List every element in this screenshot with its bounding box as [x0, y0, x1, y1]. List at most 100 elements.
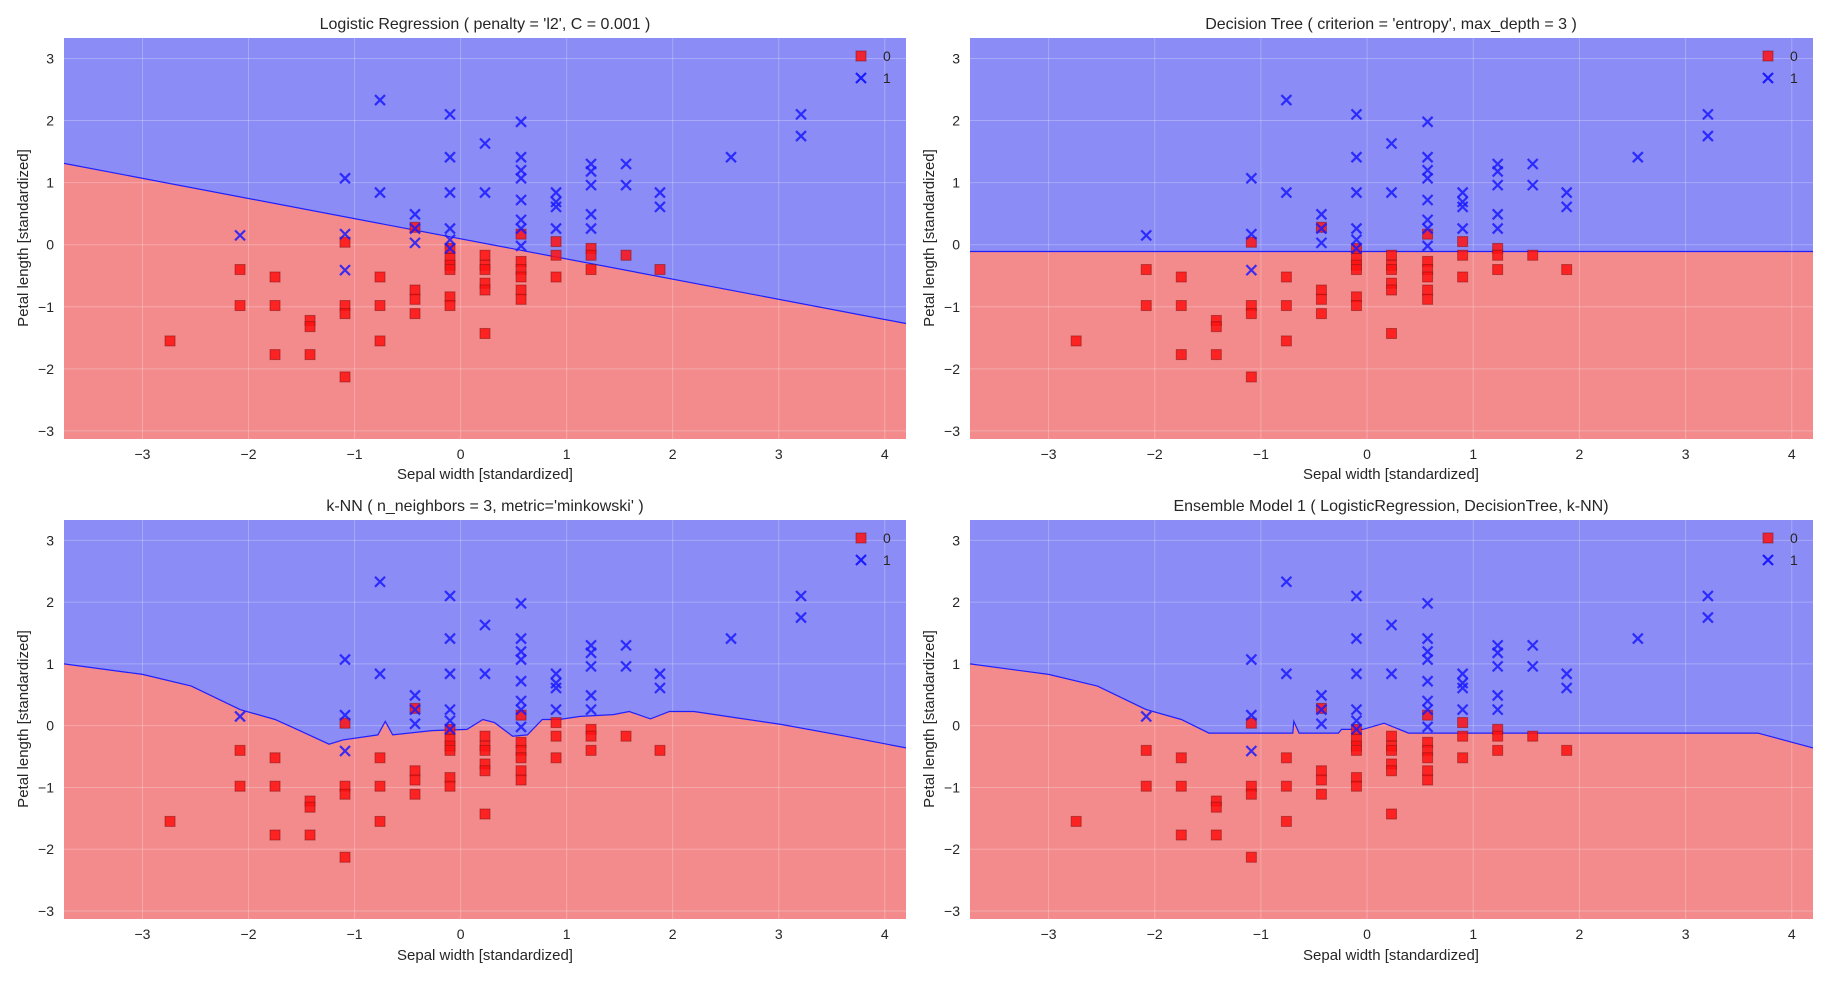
- data-point-class-0: [269, 752, 281, 764]
- data-point-class-1: [1421, 222, 1434, 235]
- data-point-class-1: [515, 653, 527, 666]
- data-point-class-0: [374, 271, 386, 283]
- y-tick-label: 2: [46, 113, 54, 129]
- data-point-class-1: [339, 264, 351, 276]
- data-point-class-1: [1421, 703, 1434, 716]
- x-axis-label: Sepal width [standardized]: [397, 466, 573, 483]
- data-point-class-0: [1350, 300, 1362, 312]
- legend-marker-class-0: [1762, 532, 1774, 544]
- data-point-class-0: [1140, 780, 1152, 792]
- x-tick-label: −2: [1147, 926, 1163, 942]
- data-point-class-1: [1280, 186, 1293, 199]
- data-point-class-1: [374, 668, 386, 680]
- data-point-class-0: [1422, 293, 1434, 305]
- data-point-class-0: [1210, 321, 1222, 333]
- data-point-class-1: [1526, 158, 1539, 170]
- data-point-class-0: [409, 284, 421, 296]
- data-point-class-0: [409, 765, 421, 777]
- x-tick-label: 2: [669, 926, 677, 942]
- data-point-class-1: [585, 660, 597, 673]
- data-point-class-1: [795, 130, 807, 142]
- data-point-class-1: [1421, 151, 1434, 163]
- data-point-class-0: [269, 349, 281, 361]
- y-tick-label: 0: [46, 237, 54, 253]
- data-point-class-1: [444, 222, 456, 235]
- decision-region-class-0: [64, 163, 906, 439]
- data-point-class-0: [1457, 717, 1469, 729]
- data-point-class-0: [1386, 264, 1397, 276]
- decision-boundary-line: [63, 663, 907, 749]
- x-axis-label: Sepal width [standardized]: [397, 947, 573, 964]
- data-point-class-1: [550, 668, 562, 680]
- data-point-class-1: [1245, 228, 1258, 240]
- data-point-class-1: [585, 208, 597, 221]
- data-point-class-0: [479, 327, 491, 339]
- y-tick-label: 3: [46, 50, 54, 66]
- y-tick-label: −3: [38, 903, 54, 919]
- data-point-class-0: [550, 271, 562, 283]
- data-point-class-0: [1422, 284, 1434, 296]
- data-point-class-0: [1422, 271, 1434, 283]
- data-point-class-0: [269, 300, 281, 312]
- data-point-class-1: [620, 639, 632, 652]
- data-point-class-1: [1245, 653, 1258, 666]
- y-tick-label: −3: [38, 423, 54, 439]
- data-point-class-1: [620, 158, 632, 170]
- data-point-class-0: [234, 300, 246, 312]
- x-tick-label: 1: [1469, 926, 1477, 942]
- data-point-class-0: [1386, 327, 1397, 339]
- data-point-class-0: [479, 284, 491, 296]
- data-point-class-1: [444, 151, 456, 163]
- x-tick-label: 1: [1469, 446, 1477, 462]
- data-point-class-0: [444, 744, 456, 756]
- data-point-class-0: [479, 765, 491, 777]
- data-point-class-0: [585, 744, 597, 756]
- y-tick-label: −3: [944, 903, 960, 919]
- x-tick-label: 4: [1788, 446, 1796, 462]
- data-point-class-1: [1245, 745, 1258, 757]
- data-point-class-1: [1385, 137, 1398, 150]
- data-point-class-1: [374, 94, 386, 106]
- x-tick-label: −3: [1041, 446, 1057, 462]
- data-point-class-0: [374, 300, 386, 312]
- data-point-class-1: [444, 703, 456, 716]
- data-point-class-1: [1385, 186, 1398, 199]
- data-point-class-1: [550, 196, 562, 208]
- data-point-class-0: [339, 851, 351, 863]
- data-point-class-0: [1350, 744, 1362, 756]
- data-point-class-0: [1561, 744, 1573, 756]
- data-point-class-0: [374, 335, 386, 347]
- data-point-class-1: [1315, 718, 1328, 730]
- data-point-class-1: [1456, 201, 1469, 213]
- data-point-class-1: [1315, 222, 1328, 235]
- data-point-class-0: [550, 752, 562, 764]
- data-point-class-1: [795, 108, 807, 121]
- x-tick-label: 3: [775, 926, 783, 942]
- y-tick-label: −2: [38, 361, 54, 377]
- data-point-class-0: [1386, 765, 1397, 777]
- data-point-class-1: [620, 660, 632, 673]
- data-point-class-1: [1350, 714, 1363, 727]
- y-axis-label: Petal length [standardized]: [921, 149, 938, 327]
- data-point-class-1: [515, 675, 527, 687]
- data-point-class-0: [1175, 780, 1187, 792]
- legend-label-class-1: 1: [883, 552, 891, 568]
- data-point-class-1: [1456, 677, 1469, 689]
- data-point-class-1: [1491, 222, 1504, 235]
- x-tick-label: 2: [669, 446, 677, 462]
- data-point-class-0: [585, 264, 597, 276]
- data-point-class-1: [234, 710, 246, 723]
- legend-marker-class-1: [855, 72, 867, 84]
- data-point-class-1: [1702, 590, 1714, 602]
- data-point-class-1: [1421, 653, 1434, 666]
- data-point-class-0: [1140, 744, 1152, 756]
- data-point-class-0: [1561, 264, 1573, 276]
- decision-region-class-0: [970, 251, 1813, 439]
- data-point-class-0: [1245, 236, 1257, 248]
- data-point-class-0: [1492, 744, 1504, 756]
- data-point-class-1: [1280, 668, 1293, 680]
- data-point-class-0: [234, 780, 246, 792]
- data-point-class-1: [234, 229, 246, 242]
- data-point-class-0: [164, 335, 176, 347]
- x-tick-label: 3: [1682, 926, 1690, 942]
